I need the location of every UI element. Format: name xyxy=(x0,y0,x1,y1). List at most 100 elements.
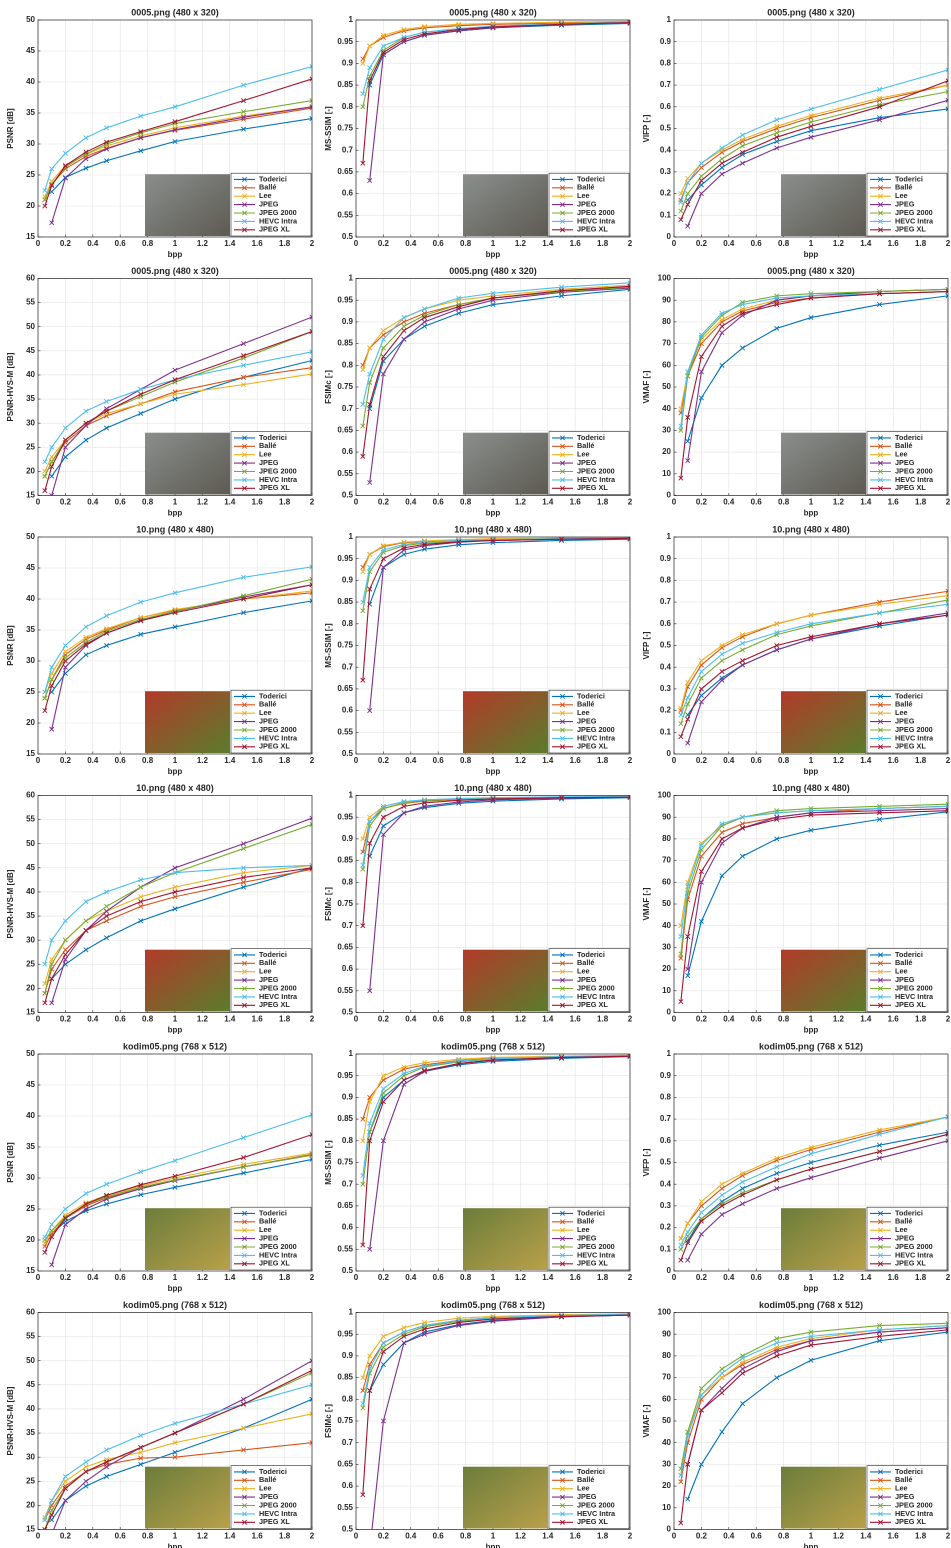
point-marker xyxy=(83,652,89,658)
x-tick-label: 0 xyxy=(36,1015,41,1024)
point-marker xyxy=(380,43,386,49)
point-marker xyxy=(739,1401,746,1407)
point-marker xyxy=(401,1340,407,1346)
legend-marker xyxy=(559,1219,566,1225)
point-marker xyxy=(490,537,496,543)
legend-label: Toderici xyxy=(577,1467,605,1476)
y-tick-label: 45 xyxy=(26,863,35,872)
point-marker xyxy=(490,1057,496,1063)
legend-marker xyxy=(877,693,884,699)
point-marker xyxy=(456,295,462,301)
point-marker xyxy=(421,23,428,30)
legend-marker xyxy=(241,227,248,233)
y-tick-label: 0.1 xyxy=(660,727,672,736)
point-marker xyxy=(685,180,691,186)
y-tick-label: 35 xyxy=(26,394,35,403)
legend-label: HEVC Intra xyxy=(895,475,934,484)
point-marker xyxy=(49,1221,55,1228)
y-tick-label: 0 xyxy=(667,1008,672,1017)
series-line xyxy=(51,118,312,193)
point-marker xyxy=(172,1440,178,1446)
point-marker xyxy=(309,76,312,82)
point-marker xyxy=(685,695,691,701)
axes-box xyxy=(673,278,949,496)
y-tick-label: 25 xyxy=(26,959,35,968)
point-marker xyxy=(172,906,178,912)
x-tick-label: 0.8 xyxy=(142,1532,154,1541)
point-marker xyxy=(698,1231,704,1237)
legend-label: JPEG 2000 xyxy=(895,466,933,475)
point-marker xyxy=(360,1242,366,1248)
point-marker xyxy=(380,564,386,570)
point-marker xyxy=(739,814,746,820)
point-marker xyxy=(808,806,814,812)
point-marker xyxy=(698,178,704,184)
chart-panel: 0 0.2 0.4 0.6 0.8 1 1.2 1.4 1.6 1.8 2 15 20 25 30 35 40 4… xyxy=(6,783,315,1035)
y-tick-label: 0.7 xyxy=(342,145,354,154)
x-tick-label: 0.2 xyxy=(60,1532,72,1541)
y-tick-label: 10 xyxy=(662,469,671,478)
point-marker xyxy=(62,1498,68,1504)
chart-panel: 0 0.2 0.4 0.6 0.8 1 1.2 1.4 1.6 1.8 2 0.5 0.55 0.6 0.6… xyxy=(324,1041,633,1293)
point-marker xyxy=(945,67,948,73)
y-tick-label: 0 xyxy=(667,749,672,758)
point-marker xyxy=(309,865,312,871)
y-axis-label: PSNR-HVS-M [dB] xyxy=(6,352,15,421)
point-marker xyxy=(138,884,144,890)
image-thumbnail xyxy=(463,1466,548,1529)
x-tick-label: 1.8 xyxy=(915,1015,927,1024)
image-thumbnail xyxy=(145,432,230,495)
point-marker xyxy=(62,937,68,943)
x-tick-label: 1.4 xyxy=(860,239,872,248)
legend-label: JPEG 2000 xyxy=(259,1500,297,1509)
point-marker xyxy=(808,123,814,129)
chart-title: kodim05.png (768 x 512) xyxy=(441,1041,545,1051)
point-marker xyxy=(380,1362,386,1368)
plot-lines xyxy=(360,537,630,714)
y-tick-label: 20 xyxy=(26,718,35,727)
point-marker xyxy=(456,1319,462,1325)
point-marker xyxy=(309,371,312,377)
x-tick-label: 1.4 xyxy=(542,1015,554,1024)
point-marker xyxy=(739,821,746,827)
legend-label: JPEG xyxy=(895,458,915,467)
x-tick-label: 2 xyxy=(946,498,951,507)
legend-marker xyxy=(877,468,884,475)
series-line xyxy=(51,600,312,693)
image-thumbnail xyxy=(463,691,548,753)
x-tick-label: 0.6 xyxy=(433,756,445,765)
y-tick-label: 30 xyxy=(26,418,35,427)
legend-label: Ballé xyxy=(895,1475,912,1484)
point-marker xyxy=(739,1179,746,1185)
point-marker xyxy=(103,1181,110,1187)
point-marker xyxy=(558,1313,565,1319)
point-marker xyxy=(62,1215,68,1221)
point-marker xyxy=(172,139,178,145)
point-marker xyxy=(678,1479,684,1485)
y-tick-label: 0.7 xyxy=(342,921,354,930)
legend-marker xyxy=(559,960,566,966)
legend-marker xyxy=(559,1227,566,1233)
legend-label: JPEG XL xyxy=(259,1259,290,1268)
point-marker xyxy=(876,291,883,297)
point-marker xyxy=(739,1170,746,1176)
point-marker xyxy=(240,596,247,602)
point-marker xyxy=(456,310,462,316)
point-marker xyxy=(945,78,948,84)
point-marker xyxy=(240,1401,247,1407)
point-marker xyxy=(360,453,366,459)
point-marker xyxy=(240,1164,247,1170)
point-marker xyxy=(685,1496,691,1502)
point-marker xyxy=(808,812,814,818)
y-tick-label: 20 xyxy=(26,1235,35,1244)
x-tick-label: 1.4 xyxy=(860,1015,872,1024)
x-axis-label: bpp xyxy=(804,1284,819,1293)
x-tick-label: 0.8 xyxy=(142,239,154,248)
y-tick-label: 0.9 xyxy=(342,834,354,843)
plot-lines xyxy=(678,67,948,229)
y-tick-label: 15 xyxy=(26,749,35,758)
legend-label: JPEG XL xyxy=(577,742,608,751)
legend-marker xyxy=(241,1236,248,1242)
axes-box xyxy=(355,536,631,755)
